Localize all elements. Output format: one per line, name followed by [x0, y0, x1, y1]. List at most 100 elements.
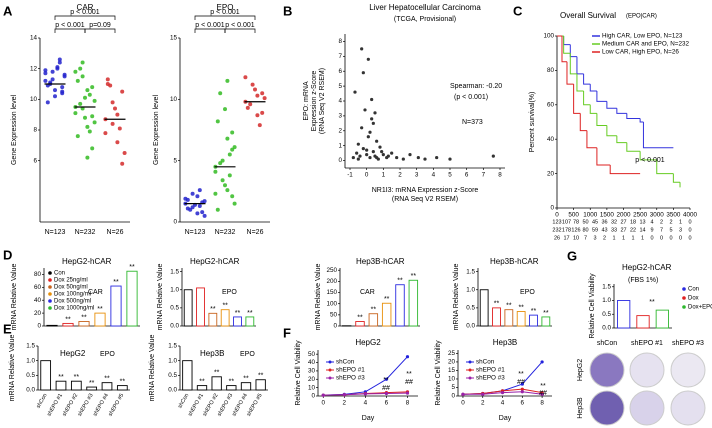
chart-subtitle: CAR	[360, 289, 375, 296]
data-point	[120, 161, 125, 166]
x-tick-label: N=123	[45, 229, 66, 236]
data-point	[75, 134, 80, 139]
y-tick-label: 1.0	[168, 357, 177, 364]
data-point	[255, 113, 260, 118]
at-risk-count: 5	[669, 227, 672, 233]
y-tick-label: 5	[451, 384, 455, 391]
x-tick-label: shEPO #5	[246, 393, 264, 418]
plate	[629, 390, 665, 426]
data-point	[215, 119, 220, 124]
data-point	[200, 210, 205, 215]
data-point	[230, 147, 235, 152]
bar	[636, 315, 650, 329]
chart-subtitle: EPO	[222, 289, 237, 296]
significance: **	[397, 278, 403, 285]
significance: **	[411, 273, 417, 280]
data-point	[60, 91, 65, 96]
at-risk-count: 59	[592, 227, 598, 233]
at-risk-count: 80	[582, 227, 588, 233]
significance: **	[113, 279, 119, 286]
row-label: HepG2	[577, 359, 584, 381]
survival-step	[596, 147, 611, 166]
y-tick-label: 10	[308, 384, 316, 391]
data-point	[232, 201, 237, 206]
bar	[492, 307, 501, 327]
chart-title: HepG2	[355, 338, 381, 347]
data-point	[371, 150, 375, 154]
survival-step	[609, 165, 641, 175]
data-point	[105, 77, 110, 82]
data-point	[85, 88, 90, 93]
y-tick-label: 12	[30, 65, 38, 72]
significance: **	[357, 314, 363, 321]
significance: **	[104, 376, 110, 383]
survival-step	[583, 73, 591, 85]
at-risk-count: 7	[660, 227, 663, 233]
bracket	[84, 28, 116, 33]
bar	[220, 309, 230, 327]
data-point	[481, 392, 485, 396]
annotation: p < 0.001	[635, 157, 664, 164]
data-point	[230, 130, 235, 135]
data-point	[260, 110, 265, 115]
survival-step	[576, 73, 584, 92]
at-risk-count: 22	[630, 227, 636, 233]
survival-step	[672, 173, 681, 183]
data-point	[384, 377, 389, 381]
bracket	[54, 15, 116, 20]
significance: **	[199, 378, 205, 385]
y-axis-label: Relative Cell Viability	[435, 340, 442, 406]
y-tick-label: 0	[173, 219, 177, 226]
at-risk-count: 1	[631, 235, 634, 241]
y-tick-label: 25	[448, 350, 456, 357]
x-axis-label: Day	[499, 415, 512, 422]
bar	[617, 300, 631, 329]
legend-marker	[328, 376, 332, 380]
data-point	[262, 96, 267, 101]
survival-step	[626, 142, 641, 152]
significance: **	[543, 310, 549, 317]
data-point	[197, 204, 202, 209]
bar	[183, 289, 193, 327]
significance: **	[89, 380, 95, 387]
significance: **	[247, 310, 253, 317]
at-risk-count: 13	[639, 219, 645, 225]
bar	[126, 270, 138, 327]
at-risk-count: 123	[552, 219, 561, 225]
bracket	[194, 28, 226, 33]
annotation: p=0.09	[89, 22, 111, 29]
data-point	[435, 155, 439, 160]
survival-step	[576, 56, 584, 75]
legend-label: shEPO #1	[336, 367, 365, 374]
significance: **	[222, 303, 228, 310]
significance: **	[229, 378, 235, 385]
data-point	[230, 194, 235, 199]
data-point	[405, 391, 410, 395]
y-tick-label: 100	[543, 33, 554, 40]
legend-label: shEPO #3	[476, 375, 505, 382]
legend-marker	[48, 292, 52, 296]
data-point	[227, 173, 232, 178]
legend-label: Dox 50ng/ml	[54, 285, 88, 291]
x-tick-label: 3000	[650, 212, 665, 219]
data-point	[80, 74, 85, 79]
data-point	[255, 93, 260, 98]
chart-title: CAR	[77, 3, 94, 12]
x-tick-label: 7	[482, 172, 486, 179]
y-axis-label: mRNA Relative Value	[149, 335, 156, 402]
chart-title: HepG2-hCAR	[622, 263, 672, 272]
survival-step	[606, 125, 617, 137]
x-tick-label: 4	[432, 172, 436, 179]
data-point	[92, 98, 97, 103]
legend-label: shCon	[476, 359, 495, 366]
bar	[40, 360, 52, 391]
y-axis-label: (RNA Seq V2 RSEM)	[319, 68, 326, 134]
x-tick-label: 0	[322, 400, 326, 407]
at-risk-count: 2	[669, 219, 672, 225]
data-point	[366, 57, 370, 61]
data-point	[380, 150, 384, 154]
legend-marker	[682, 287, 686, 291]
y-tick-label: 60	[34, 284, 42, 291]
data-point	[232, 145, 237, 150]
data-point	[401, 157, 405, 161]
